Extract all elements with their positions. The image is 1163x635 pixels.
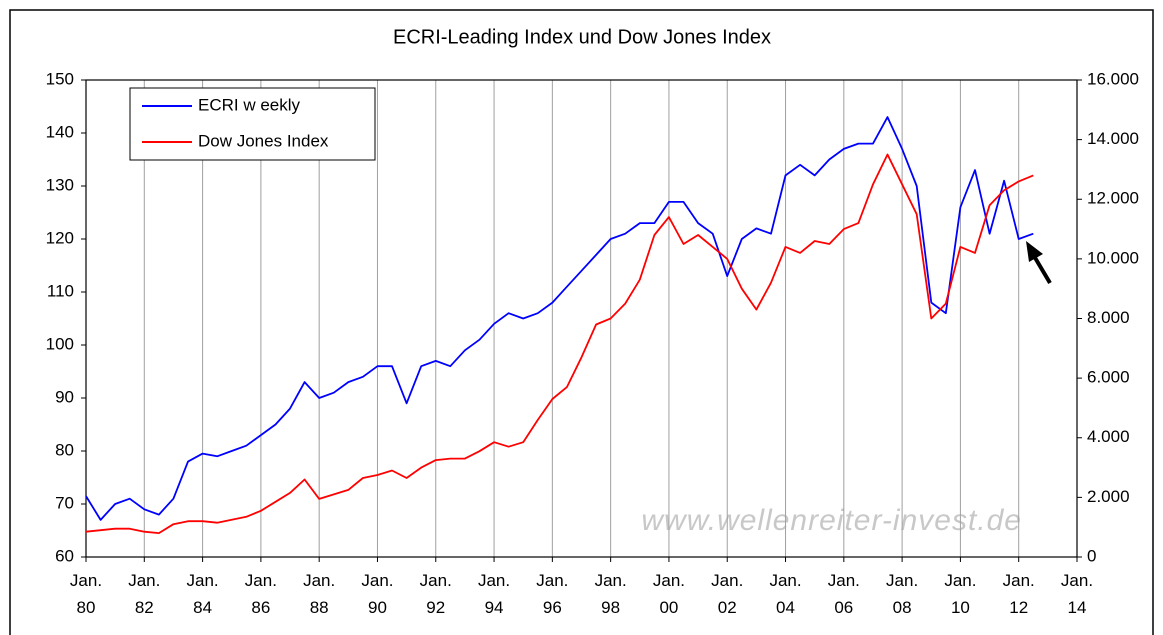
x-tick-label: Jan. 98 [594, 571, 627, 617]
outer-frame [9, 9, 1154, 635]
x-tick-label: Jan. 04 [769, 571, 802, 617]
arrow [1026, 241, 1052, 285]
legend-label: Dow Jones Index [198, 131, 329, 150]
x-tick-label: Jan. 08 [886, 571, 919, 617]
x-tick-label: Jan. 02 [711, 571, 744, 617]
legend-box [129, 87, 376, 161]
x-tick-label: Jan. 96 [536, 571, 569, 617]
series-line [85, 116, 1034, 521]
x-tick-label: Jan. 00 [652, 571, 685, 617]
x-tick-label: Jan. 06 [827, 571, 860, 617]
legend: ECRI w eekly Dow Jones Index [129, 87, 376, 161]
x-tick-label: Jan. 86 [244, 571, 277, 617]
y-tick-label: 140 [46, 122, 74, 141]
plot-frame [85, 79, 1078, 558]
x-tick-label: Jan. 12 [1002, 571, 1035, 617]
x-tick-label: Jan. 90 [361, 571, 394, 617]
x-tick-label: Jan. 82 [128, 571, 161, 617]
y-tick-label: 150 [46, 69, 74, 88]
y2-tick-label: 2.000 [1087, 487, 1130, 506]
y-tick-label: 60 [55, 546, 74, 565]
y-tick-label: 120 [46, 228, 74, 247]
legend-label: ECRI w eekly [198, 95, 301, 114]
x-tick-label: Jan. 84 [186, 571, 219, 617]
chart-title: ECRI-Leading Index und Dow Jones Index [393, 26, 771, 48]
y-tick-label: 110 [47, 281, 74, 300]
x-tick-label: Jan. 10 [944, 571, 977, 617]
watermark: www.wellenreiter-invest.de [641, 504, 1022, 537]
y2-tick-label: 0 [1087, 546, 1096, 565]
y-tick-label: 100 [46, 334, 74, 353]
x-tick-label: Jan. 14 [1060, 571, 1094, 617]
x-tick-label: Jan. 88 [303, 571, 336, 617]
y-tick-label: 70 [55, 493, 74, 512]
y-tick-label: 90 [55, 387, 74, 406]
y2-tick-label: 10.000 [1087, 248, 1139, 267]
series-line [85, 153, 1034, 534]
x-tick-label: Jan. 94 [477, 571, 511, 617]
y2-tick-label: 14.000 [1087, 129, 1139, 148]
y2-tick-label: 16.000 [1087, 69, 1139, 88]
x-tick-label: Jan. 92 [419, 571, 452, 617]
y2-tick-label: 4.000 [1087, 427, 1130, 446]
y2-tick-label: 12.000 [1087, 189, 1139, 208]
y2-tick-label: 8.000 [1087, 308, 1130, 327]
y2-tick-label: 6.000 [1087, 368, 1130, 387]
y-tick-label: 80 [55, 440, 74, 459]
y-tick-label: 130 [46, 175, 74, 194]
x-tick-label: Jan. 80 [69, 571, 103, 617]
